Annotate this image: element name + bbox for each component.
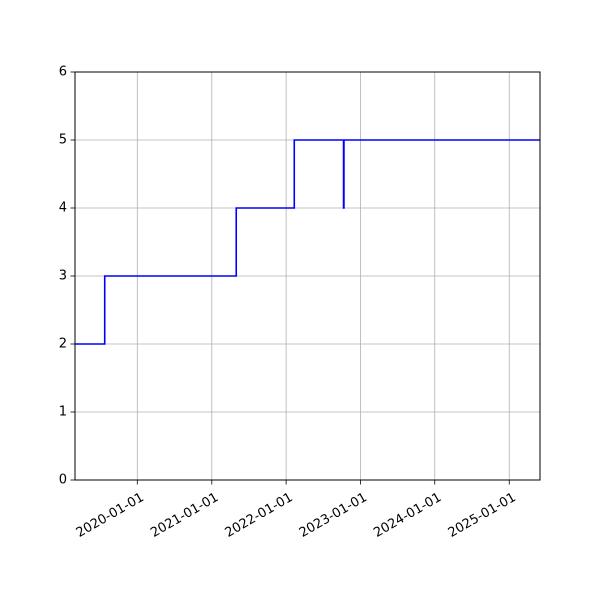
y-tick-label: 6 <box>59 65 67 80</box>
y-tick-label: 2 <box>59 337 67 352</box>
y-tick-label: 4 <box>59 201 67 216</box>
series-layer <box>75 139 540 345</box>
y-axis: 0 1 2 3 4 5 6 <box>59 65 75 488</box>
y-tick-label: 1 <box>59 405 67 420</box>
y-tick-label: 0 <box>59 473 67 488</box>
y-tick-label: 3 <box>59 269 67 284</box>
y-tick-label: 5 <box>59 133 67 148</box>
series-line <box>75 139 540 345</box>
